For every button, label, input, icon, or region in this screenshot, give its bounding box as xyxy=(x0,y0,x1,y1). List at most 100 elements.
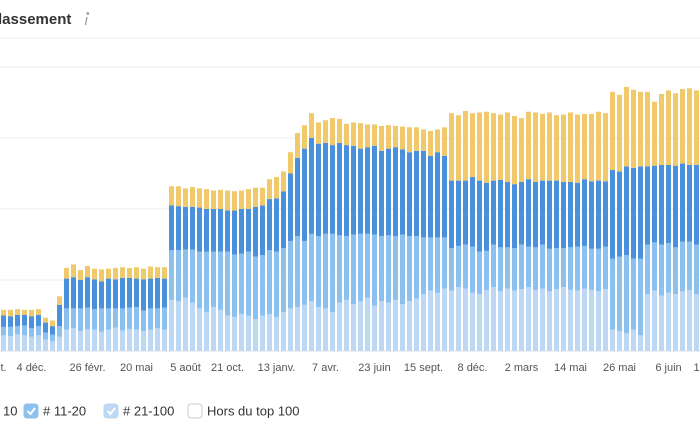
bar-segment xyxy=(372,145,377,235)
bar-segment xyxy=(1,326,6,336)
bar-segment xyxy=(267,250,272,315)
bar-segment xyxy=(589,248,594,290)
bar-segment xyxy=(141,279,146,311)
bar-segment xyxy=(29,328,34,337)
bar-segment xyxy=(351,304,356,351)
bar-segment xyxy=(253,319,258,351)
bar-segment xyxy=(687,241,692,290)
bar-segment xyxy=(519,182,524,245)
bar-segment xyxy=(589,289,594,351)
bar-segment xyxy=(71,328,76,351)
bar-segment xyxy=(379,150,384,236)
bar-segment xyxy=(239,190,244,209)
bar-segment xyxy=(372,305,377,351)
bar-segment xyxy=(120,330,125,351)
bar-segment xyxy=(309,113,314,138)
bar-segment xyxy=(547,180,552,249)
bar-segment xyxy=(113,267,118,280)
bar-segment xyxy=(78,270,83,280)
bar-segment xyxy=(694,294,699,351)
bar-segment xyxy=(323,308,328,351)
x-tick-label: 20 mai xyxy=(120,362,153,374)
bar-segment xyxy=(92,279,97,310)
bar-segment xyxy=(295,157,300,236)
bar-segment xyxy=(36,314,41,327)
legend-checkbox xyxy=(23,403,39,419)
bar-segment xyxy=(260,205,265,256)
bar-segment xyxy=(505,288,510,351)
bar-segment xyxy=(288,152,293,174)
bar-segment xyxy=(106,329,111,351)
bar-segment xyxy=(414,235,419,299)
bar-segment xyxy=(407,301,412,351)
bar-segment xyxy=(190,249,195,303)
bar-segment xyxy=(428,130,433,156)
bar-segment xyxy=(386,125,391,149)
bar-segment xyxy=(533,289,538,351)
bar-segment xyxy=(99,308,104,332)
bar-segment xyxy=(246,251,251,316)
bar-segment xyxy=(400,126,405,150)
bar-segment xyxy=(267,199,272,251)
bar-segment xyxy=(568,182,573,248)
bar-segment xyxy=(218,251,223,310)
bar-segment xyxy=(106,268,111,279)
bar-segment xyxy=(687,88,692,165)
bar-segment xyxy=(680,163,685,242)
bar-segment xyxy=(85,277,90,308)
bar-segment xyxy=(687,289,692,351)
bar-segment xyxy=(8,326,13,337)
bar-segment xyxy=(407,127,412,153)
bar-segment xyxy=(155,277,160,309)
bar-segment xyxy=(218,309,223,351)
bar-segment xyxy=(57,296,62,305)
bar-segment xyxy=(162,267,167,279)
bar-segment xyxy=(246,189,251,209)
bar-segment xyxy=(666,292,671,351)
bar-segment xyxy=(148,329,153,351)
bar-segment xyxy=(253,187,258,207)
bar-segment xyxy=(666,90,671,165)
bar-segment xyxy=(554,115,559,181)
bar-segment xyxy=(253,256,258,320)
bar-segment xyxy=(337,235,342,303)
bar-segment xyxy=(484,289,489,351)
bar-segment xyxy=(617,256,622,332)
bar-segment xyxy=(330,311,335,351)
bar-segment xyxy=(589,113,594,182)
bar-segment xyxy=(169,205,174,251)
x-tick-label: 26 mai xyxy=(603,362,636,374)
bar-segment xyxy=(498,247,503,292)
bar-segment xyxy=(148,278,153,309)
bar-segment xyxy=(64,308,69,330)
bar-segment xyxy=(85,328,90,351)
bar-segment xyxy=(386,148,391,236)
bar-segment xyxy=(127,328,132,351)
bar-segment xyxy=(169,299,174,351)
bar-segment xyxy=(589,181,594,249)
bar-segment xyxy=(484,250,489,290)
bar-segment xyxy=(498,291,503,351)
bar-segment xyxy=(316,122,321,144)
bar-segment xyxy=(232,316,237,351)
bar-segment xyxy=(316,306,321,351)
bar-segment xyxy=(176,250,181,302)
bar-segment xyxy=(421,129,426,151)
bar-segment xyxy=(337,118,342,143)
bar-segment xyxy=(197,207,202,252)
bar-segment xyxy=(8,309,13,317)
bar-segment xyxy=(442,155,447,238)
bar-segment xyxy=(568,112,573,183)
bar-segment xyxy=(274,316,279,351)
bar-segment xyxy=(50,326,55,335)
bar-segment xyxy=(225,190,230,211)
bar-segment xyxy=(505,182,510,248)
bar-segment xyxy=(638,335,643,351)
bar-segment xyxy=(120,277,125,309)
bar-segment xyxy=(36,309,41,315)
bar-segment xyxy=(540,180,545,245)
bar-segment xyxy=(71,264,76,278)
bar-segment xyxy=(50,334,55,342)
bar-segment xyxy=(211,209,216,252)
bar-segment xyxy=(533,247,538,290)
